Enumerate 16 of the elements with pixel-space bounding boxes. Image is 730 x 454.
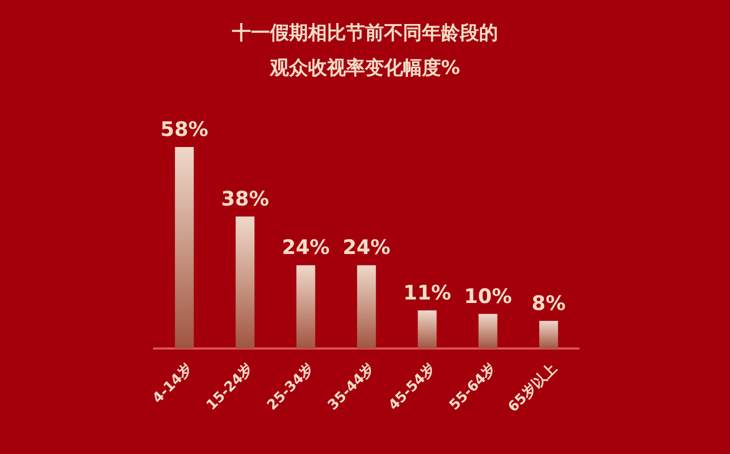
data-label: 11% bbox=[403, 280, 452, 304]
bar bbox=[296, 265, 316, 349]
data-label: 38% bbox=[221, 186, 270, 211]
data-label: 8% bbox=[532, 290, 566, 315]
bar bbox=[357, 265, 376, 349]
bar bbox=[418, 310, 437, 349]
chart-title: 十一假期相比节前不同年龄段的观众收视率变化幅度% bbox=[231, 21, 499, 81]
bar bbox=[236, 216, 254, 349]
bar bbox=[478, 314, 498, 349]
data-label: 58% bbox=[160, 116, 208, 141]
bar bbox=[539, 320, 558, 349]
bar bbox=[174, 146, 194, 349]
data-label: 10% bbox=[464, 284, 512, 308]
x-tick-label: 65岁以上 bbox=[505, 360, 560, 416]
data-label: 24% bbox=[342, 235, 390, 260]
data-label: 24% bbox=[282, 235, 330, 260]
